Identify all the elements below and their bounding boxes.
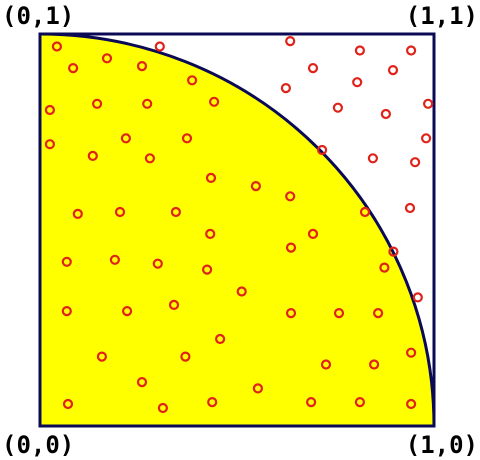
sample-point	[380, 108, 391, 120]
sample-point	[423, 98, 434, 109]
sample-point	[144, 153, 155, 164]
sample-point	[152, 258, 163, 269]
sample-point	[388, 246, 399, 257]
sample-point	[96, 351, 108, 362]
sample-point	[332, 102, 343, 113]
sample-point	[406, 45, 417, 56]
sample-point	[252, 383, 263, 394]
sample-point	[72, 208, 83, 219]
sample-point	[168, 299, 180, 310]
sample-point	[379, 262, 390, 273]
sample-point	[352, 77, 363, 88]
sample-point	[61, 306, 72, 317]
sample-point	[236, 286, 247, 297]
sample-point	[317, 144, 328, 156]
sample-point	[62, 398, 74, 410]
sample-point	[412, 292, 423, 303]
sample-point	[354, 45, 365, 56]
sample-point	[387, 64, 399, 76]
corner-label-top-left: (0,1)	[2, 2, 74, 30]
sample-point	[109, 254, 121, 265]
sample-point	[285, 191, 296, 202]
sample-point	[44, 139, 56, 150]
sample-point	[333, 308, 345, 319]
sample-point	[250, 181, 261, 192]
sample-point	[154, 41, 165, 52]
sample-point	[170, 206, 181, 218]
sample-point	[181, 133, 193, 144]
sample-point	[406, 398, 417, 410]
sample-point	[307, 228, 319, 239]
sample-point	[187, 75, 198, 86]
sample-point	[285, 35, 296, 47]
sample-point	[404, 202, 416, 214]
unit-square-border	[38, 32, 436, 428]
sample-point	[280, 82, 291, 94]
sample-point	[120, 133, 132, 144]
sample-point	[373, 308, 384, 319]
sample-point	[359, 206, 371, 218]
sample-point	[205, 228, 216, 239]
sample-point	[369, 359, 380, 370]
corner-label-top-right: (1,1)	[406, 2, 478, 30]
sample-point	[121, 306, 133, 317]
sample-point	[320, 359, 332, 370]
sample-point	[157, 402, 168, 414]
sample-point	[136, 377, 148, 388]
sample-point	[67, 62, 79, 74]
sample-point	[114, 206, 126, 218]
sample-point	[61, 256, 72, 267]
sample-point	[142, 98, 153, 109]
sample-point	[87, 150, 98, 161]
sample-point	[307, 62, 319, 74]
sample-point	[410, 157, 421, 168]
sample-point	[209, 96, 220, 107]
sample-point	[306, 397, 317, 408]
sample-point	[207, 397, 218, 408]
sample-point	[285, 308, 297, 319]
sample-point	[421, 133, 432, 144]
sample-point	[51, 41, 63, 52]
sample-point	[101, 53, 113, 64]
corner-label-bottom-left: (0,0)	[2, 431, 74, 459]
sample-point	[215, 333, 226, 345]
corner-label-bottom-right: (1,0)	[406, 431, 478, 459]
sample-point	[202, 264, 213, 275]
sample-point	[406, 347, 417, 358]
sample-points	[44, 35, 434, 414]
sample-point	[285, 242, 297, 253]
sample-point	[205, 172, 217, 183]
sample-point	[44, 104, 56, 116]
sample-point	[136, 60, 148, 72]
sample-point	[91, 98, 103, 109]
sample-point	[354, 397, 365, 408]
sample-point	[367, 153, 378, 164]
quarter-circle-region	[40, 34, 434, 426]
sample-point	[180, 351, 191, 362]
